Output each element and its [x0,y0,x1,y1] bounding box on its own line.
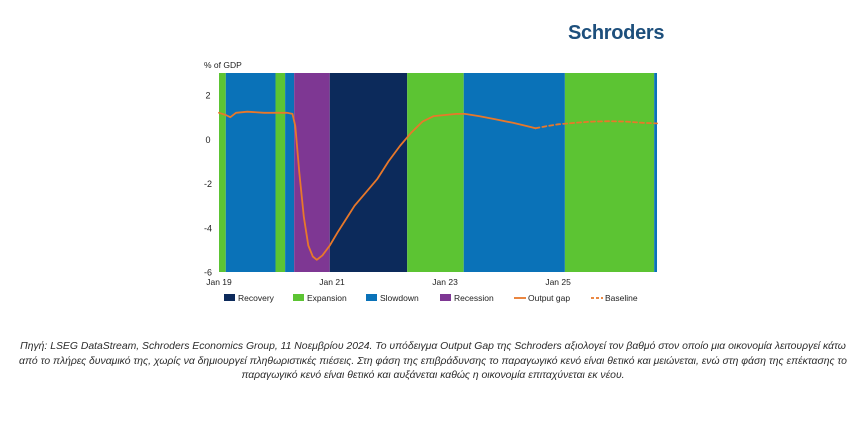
x-ticks: Jan 19 Jan 21 Jan 23 Jan 25 [206,277,571,287]
legend-label: Expansion [307,293,347,303]
schroders-logo: Schroders [568,22,665,44]
legend-swatch [224,294,235,301]
series-line-output-gap [218,110,537,261]
phase-band-slowdown [225,73,276,272]
phase-band-expansion [564,73,655,272]
y-ticks: 2 0 -2 -4 -6 [204,91,212,278]
legend-swatch [440,294,451,301]
phase-bands [219,73,657,272]
y-tick-label: -6 [204,268,212,278]
y-tick-label: -4 [204,223,212,233]
y-axis-label: % of GDP [204,60,242,70]
x-tick-label: Jan 19 [206,277,232,287]
legend-swatch [366,294,377,301]
phase-band-slowdown [654,73,657,272]
phase-band-expansion [407,73,464,272]
phase-band-slowdown [285,73,295,272]
output-gap-chart: % of GDP 20-2-4-6 Jan 19 Jan 21 Jan 23 Jan … [204,60,658,303]
legend-label: Slowdown [380,293,419,303]
legend: Recovery Expansion Slowdown Recession Output… [224,293,638,303]
series-lines [218,110,658,261]
phase-band-expansion [275,73,286,272]
y-tick-label: -2 [204,179,212,189]
phase-band-recovery [329,73,408,272]
x-tick-label: Jan 23 [432,277,458,287]
legend-label: Output gap [528,293,570,303]
x-tick-label: Jan 21 [319,277,345,287]
y-tick-label: 0 [205,135,210,145]
phase-band-slowdown [463,73,565,272]
legend-swatch [293,294,304,301]
source-caption: Πηγή: LSEG DataStream, Schroders Economi… [19,341,847,381]
y-tick-label: 2 [205,91,210,101]
phase-band-expansion [219,73,226,272]
legend-label: Recovery [238,293,275,303]
legend-label: Baseline [605,293,638,303]
series-line-baseline [534,120,658,130]
legend-label: Recession [454,293,494,303]
x-tick-label: Jan 25 [545,277,571,287]
